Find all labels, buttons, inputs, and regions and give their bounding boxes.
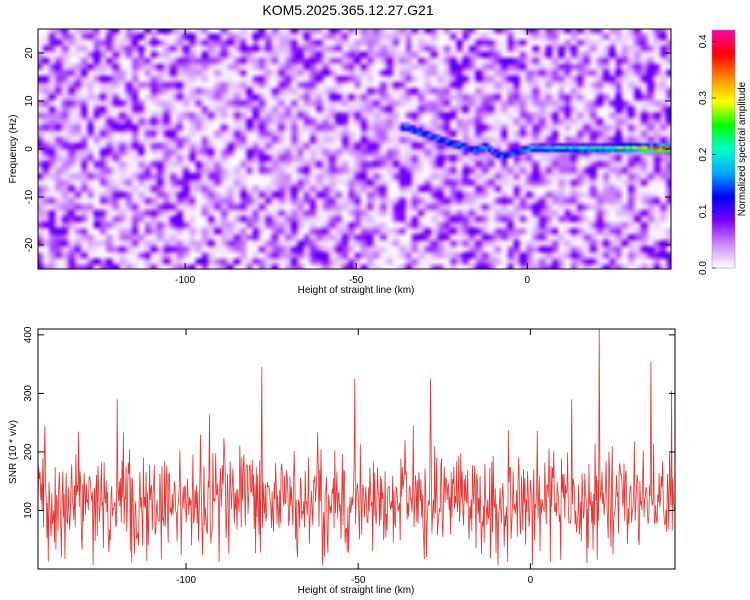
snr-y-tick-label: 100 — [23, 502, 34, 519]
colorbar-ticks: 0.0 0.1 0.2 0.3 0.4 — [698, 34, 716, 275]
colorbar-tick-label: 0.0 — [698, 261, 709, 275]
snr-x-tick-label: 0 — [528, 575, 534, 586]
snr-x-tick-label: -100 — [176, 575, 196, 586]
colorbar-gradient — [712, 30, 735, 268]
heatmap-x-ticks: -100 -50 0 — [175, 29, 531, 286]
snr-y-tick-label: 300 — [23, 385, 34, 402]
heatmap-x-tick-label: 0 — [525, 275, 531, 286]
snr-line-panel: -100 -50 0 100 200 300 400 Height of straight… — [8, 326, 676, 596]
colorbar-tick-label: 0.3 — [698, 91, 709, 105]
heatmap-y-tick-label: 0 — [24, 146, 35, 152]
heatmap-y-tick-label: -20 — [24, 237, 35, 252]
snr-series-line — [38, 329, 675, 566]
heatmap-y-tick-label: 10 — [24, 95, 35, 107]
colorbar-label: Normalized spectral amplitude — [737, 81, 748, 216]
heatmap-x-tick-label: -100 — [175, 275, 195, 286]
colorbar-tick-label: 0.4 — [698, 34, 709, 48]
heatmap-y-axis-label: Frequency (Hz) — [8, 115, 19, 184]
colorbar-tick-label: 0.2 — [698, 147, 709, 161]
spectrogram-image — [38, 29, 671, 269]
heatmap-x-axis-label: Height of straight line (km) — [298, 285, 415, 296]
heatmap-x-tick-label: -50 — [349, 275, 364, 286]
snr-x-ticks: -100 -50 0 — [176, 329, 534, 586]
colorbar-tick-label: 0.1 — [698, 204, 709, 218]
snr-y-tick-label: 400 — [23, 326, 34, 343]
colorbar-frame — [711, 29, 736, 269]
chart-title: KOM5.2025.365.12.27.G21 — [262, 2, 433, 18]
snr-y-axis-label: SNR (10 * v/v) — [8, 420, 19, 484]
heatmap-y-ticks: -20 -10 0 10 20 — [24, 47, 671, 252]
snr-y-tick-label: 200 — [23, 443, 34, 460]
heatmap-y-tick-label: -10 — [24, 189, 35, 204]
snr-x-tick-label: -50 — [351, 575, 366, 586]
snr-x-axis-label: Height of straight line (km) — [298, 585, 415, 596]
colorbar: 0.0 0.1 0.2 0.3 0.4 Normalized spectral ampl… — [698, 29, 748, 275]
heatmap-y-tick-label: 20 — [24, 47, 35, 59]
snr-y-ticks: 100 200 300 400 — [23, 326, 675, 519]
snr-frame — [37, 328, 676, 570]
